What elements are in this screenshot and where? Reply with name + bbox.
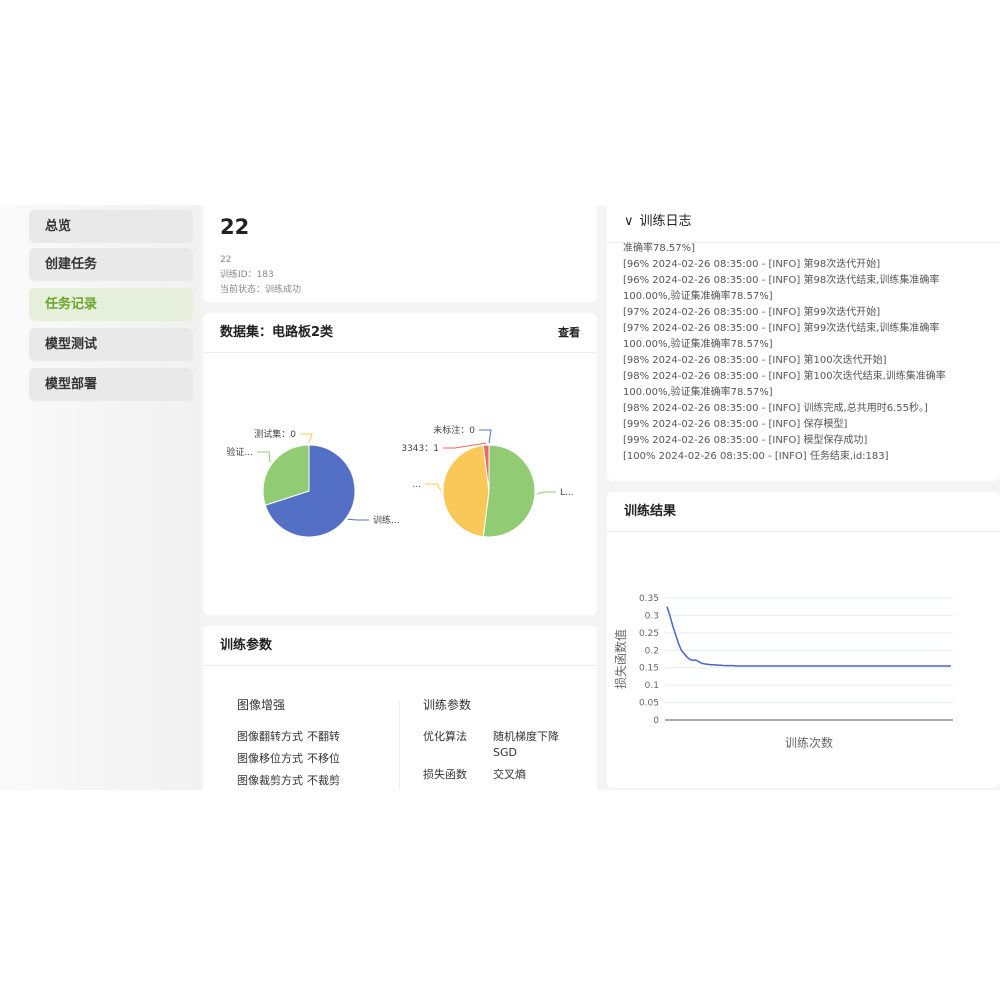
pie-slice	[264, 444, 356, 538]
y-axis-label: 损失函数值	[613, 629, 628, 689]
param-key: 图像移位方式	[237, 752, 303, 765]
dataset-title: 数据集：电路板2类	[220, 325, 334, 340]
pie-label-line	[443, 442, 487, 449]
y-tick-label: 0.05	[639, 699, 659, 709]
param-key: 图像裁剪方式	[237, 774, 303, 787]
sidebar-item-overview[interactable]: 总览	[29, 210, 193, 243]
sidebar-item-model-test[interactable]: 模型测试	[29, 328, 193, 361]
pie-label-line	[425, 483, 442, 492]
pie-slice	[442, 444, 490, 538]
x-axis-label: 训练次数	[785, 735, 833, 750]
task-name: 22	[220, 255, 232, 265]
loss-line	[666, 606, 951, 667]
y-tick-label: 0.2	[645, 646, 659, 656]
param-key: 图像翻转方式	[237, 730, 303, 743]
pie-label: ...	[412, 480, 421, 490]
log-line: [97% 2024-02-26 08:35:00 - [INFO] 第99次迭代…	[623, 307, 881, 318]
app: 总览 创建任务 任务记录 模型测试 模型部署 22 22 训练ID：183 当前…	[0, 205, 1000, 790]
log-line: [99% 2024-02-26 08:35:00 - [INFO] 保存模型]	[623, 419, 848, 430]
log-toggle[interactable]: ∨ 训练日志	[607, 205, 1000, 243]
pie-label: 训练...	[373, 514, 400, 526]
log-line: [96% 2024-02-26 08:35:00 - [INFO] 第98次迭代…	[623, 259, 881, 270]
dataset-pie-charts: 训练... 验证...测试集：0 L...... 3343：1 未标注：0	[226, 424, 574, 538]
param-key: 损失函数	[423, 768, 467, 781]
pie-label-line	[300, 433, 313, 444]
pie-slice	[262, 444, 310, 506]
log-line: [98% 2024-02-26 08:35:00 - [INFO] 第100次迭…	[623, 371, 946, 398]
task-title: 22	[220, 215, 250, 239]
pie-label: 测试集：0	[254, 428, 296, 440]
y-tick-label: 0.1	[645, 681, 659, 691]
result-title: 训练结果	[624, 504, 677, 519]
log-line: [98% 2024-02-26 08:35:00 - [INFO] 训练完成,总…	[623, 403, 928, 414]
summary-card: 22 22 训练ID：183 当前状态：训练成功	[203, 205, 597, 302]
param-value: 不裁剪	[307, 774, 340, 787]
params-card: 训练参数 图像增强 图像翻转方式 不翻转 图像移位方式 不移位 图像裁剪方式 不裁剪 训练…	[203, 626, 597, 790]
pie-label: 验证...	[226, 446, 253, 458]
pie-label-line	[479, 429, 492, 444]
sidebar-item-task-records[interactable]: 任务记录	[29, 288, 193, 321]
y-tick-label: 0	[653, 716, 659, 726]
result-card: 训练结果 0 0.05 0.1 0.15 0.2 0.25 0.3 0.35 训练次数 损失函数值	[607, 492, 1000, 788]
aug-title: 图像增强	[237, 698, 286, 712]
pie-label-line	[257, 451, 271, 463]
train-id: 训练ID：183	[220, 270, 274, 280]
chevron-down-icon: ∨	[624, 214, 634, 229]
param-value-sub: SGD	[493, 746, 517, 759]
log-line: [97% 2024-02-26 08:35:00 - [INFO] 第99次迭代…	[623, 323, 940, 350]
pie-label: L...	[560, 488, 574, 498]
aug-row: 图像裁剪方式 不裁剪	[237, 773, 340, 789]
pie-label: 未标注：0	[433, 424, 475, 436]
sidebar-item-model-deploy[interactable]: 模型部署	[29, 368, 193, 401]
sidebar: 总览 创建任务 任务记录 模型测试 模型部署	[0, 205, 200, 790]
pie-label-line	[347, 518, 369, 521]
param-key: 优化算法	[423, 730, 467, 743]
task-status: 当前状态：训练成功	[220, 285, 302, 295]
log-line: [100% 2024-02-26 08:35:00 - [INFO] 任务结束,…	[623, 451, 889, 462]
y-tick-label: 0.3	[645, 611, 659, 621]
loss-line-chart: 0 0.05 0.1 0.15 0.2 0.25 0.3 0.35 训练次数 损失函数值	[613, 594, 953, 750]
log-line: [96% 2024-02-26 08:35:00 - [INFO] 第98次迭代…	[623, 275, 940, 302]
log-line: [99% 2024-02-26 08:35:00 - [INFO] 模型保存成功…	[623, 435, 868, 446]
params-title: 训练参数	[220, 638, 273, 653]
y-tick-label: 0.35	[639, 594, 659, 604]
train-params-title: 训练参数	[423, 698, 472, 712]
aug-row: 图像移位方式 不移位	[237, 751, 340, 767]
param-value: 随机梯度下降	[493, 730, 559, 743]
y-tick-label: 0.15	[639, 664, 659, 674]
log-line: 准确率78.57%]	[623, 243, 696, 254]
y-tick-label: 0.25	[639, 629, 659, 639]
log-line: [98% 2024-02-26 08:35:00 - [INFO] 第100次迭…	[623, 355, 887, 366]
divider	[399, 700, 400, 790]
param-value: 交叉熵	[493, 768, 526, 781]
aug-row: 图像翻转方式 不翻转	[237, 729, 340, 745]
log-content[interactable]: 准确率78.57%] [96% 2024-02-26 08:35:00 - [IN…	[607, 235, 1000, 471]
pie-label-line	[536, 491, 556, 495]
param-value: 不翻转	[307, 730, 340, 743]
pie-label: 3343：1	[401, 444, 439, 454]
pie-slice	[482, 444, 536, 538]
log-title: 训练日志	[639, 214, 692, 229]
view-button[interactable]: 查看	[558, 326, 580, 339]
dataset-card: 数据集：电路板2类 查看 训练... 验证... 测试集：0 L...... 3343：1…	[203, 313, 597, 615]
sidebar-item-create-task[interactable]: 创建任务	[29, 248, 193, 281]
param-value: 不移位	[307, 752, 340, 765]
pie-slice	[482, 444, 490, 492]
log-card: ∨ 训练日志 准确率78.57%] [96% 2024-02-26 08:35:00…	[607, 205, 1000, 481]
